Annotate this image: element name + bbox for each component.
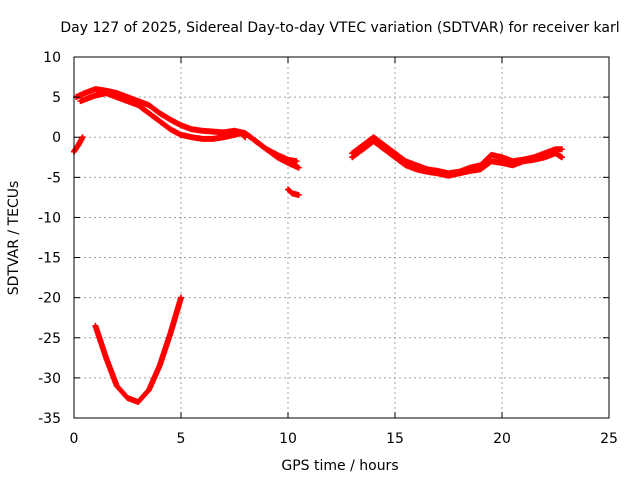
y-tick-label: -5 [47,170,61,186]
series-markers [77,90,249,142]
series-markers [92,294,184,405]
y-tick-label: -35 [38,411,61,427]
data-series [71,86,565,405]
series-markers [285,186,302,198]
y-tick-label: -10 [38,210,61,226]
series-pass-d [242,130,302,171]
y-tick-label: 10 [43,50,61,66]
y-axis-label: SDTVAR / TECUs [6,181,22,296]
series-pass-e [285,186,302,198]
series-pass-h [349,138,565,179]
y-tick-label: -30 [38,371,61,387]
chart-title: Day 127 of 2025, Sidereal Day-to-day VTE… [60,20,619,36]
x-axis-label: GPS time / hours [281,458,398,474]
y-tick-label: -15 [38,251,61,267]
y-tick-label: 5 [52,90,61,106]
x-tick-label: 10 [279,431,297,447]
x-tick-label: 5 [177,431,186,447]
x-tick-label: 25 [600,431,618,447]
x-tick-label: 0 [70,431,79,447]
y-tick-label: 0 [52,130,61,146]
series-markers [349,138,565,179]
series-pass-c [77,90,249,142]
y-tick-label: -20 [38,291,61,307]
x-tick-label: 15 [386,431,404,447]
grid-lines [74,57,609,418]
series-pass-f [92,294,184,405]
axis-ticks: 0 5 10 15 20 25 10 5 0 -5 -10 -15 -20 -25 -30 -35 [38,50,618,447]
x-tick-label: 20 [493,431,511,447]
plot-frame [73,56,610,419]
y-tick-label: -25 [38,331,61,347]
series-markers [242,130,302,171]
